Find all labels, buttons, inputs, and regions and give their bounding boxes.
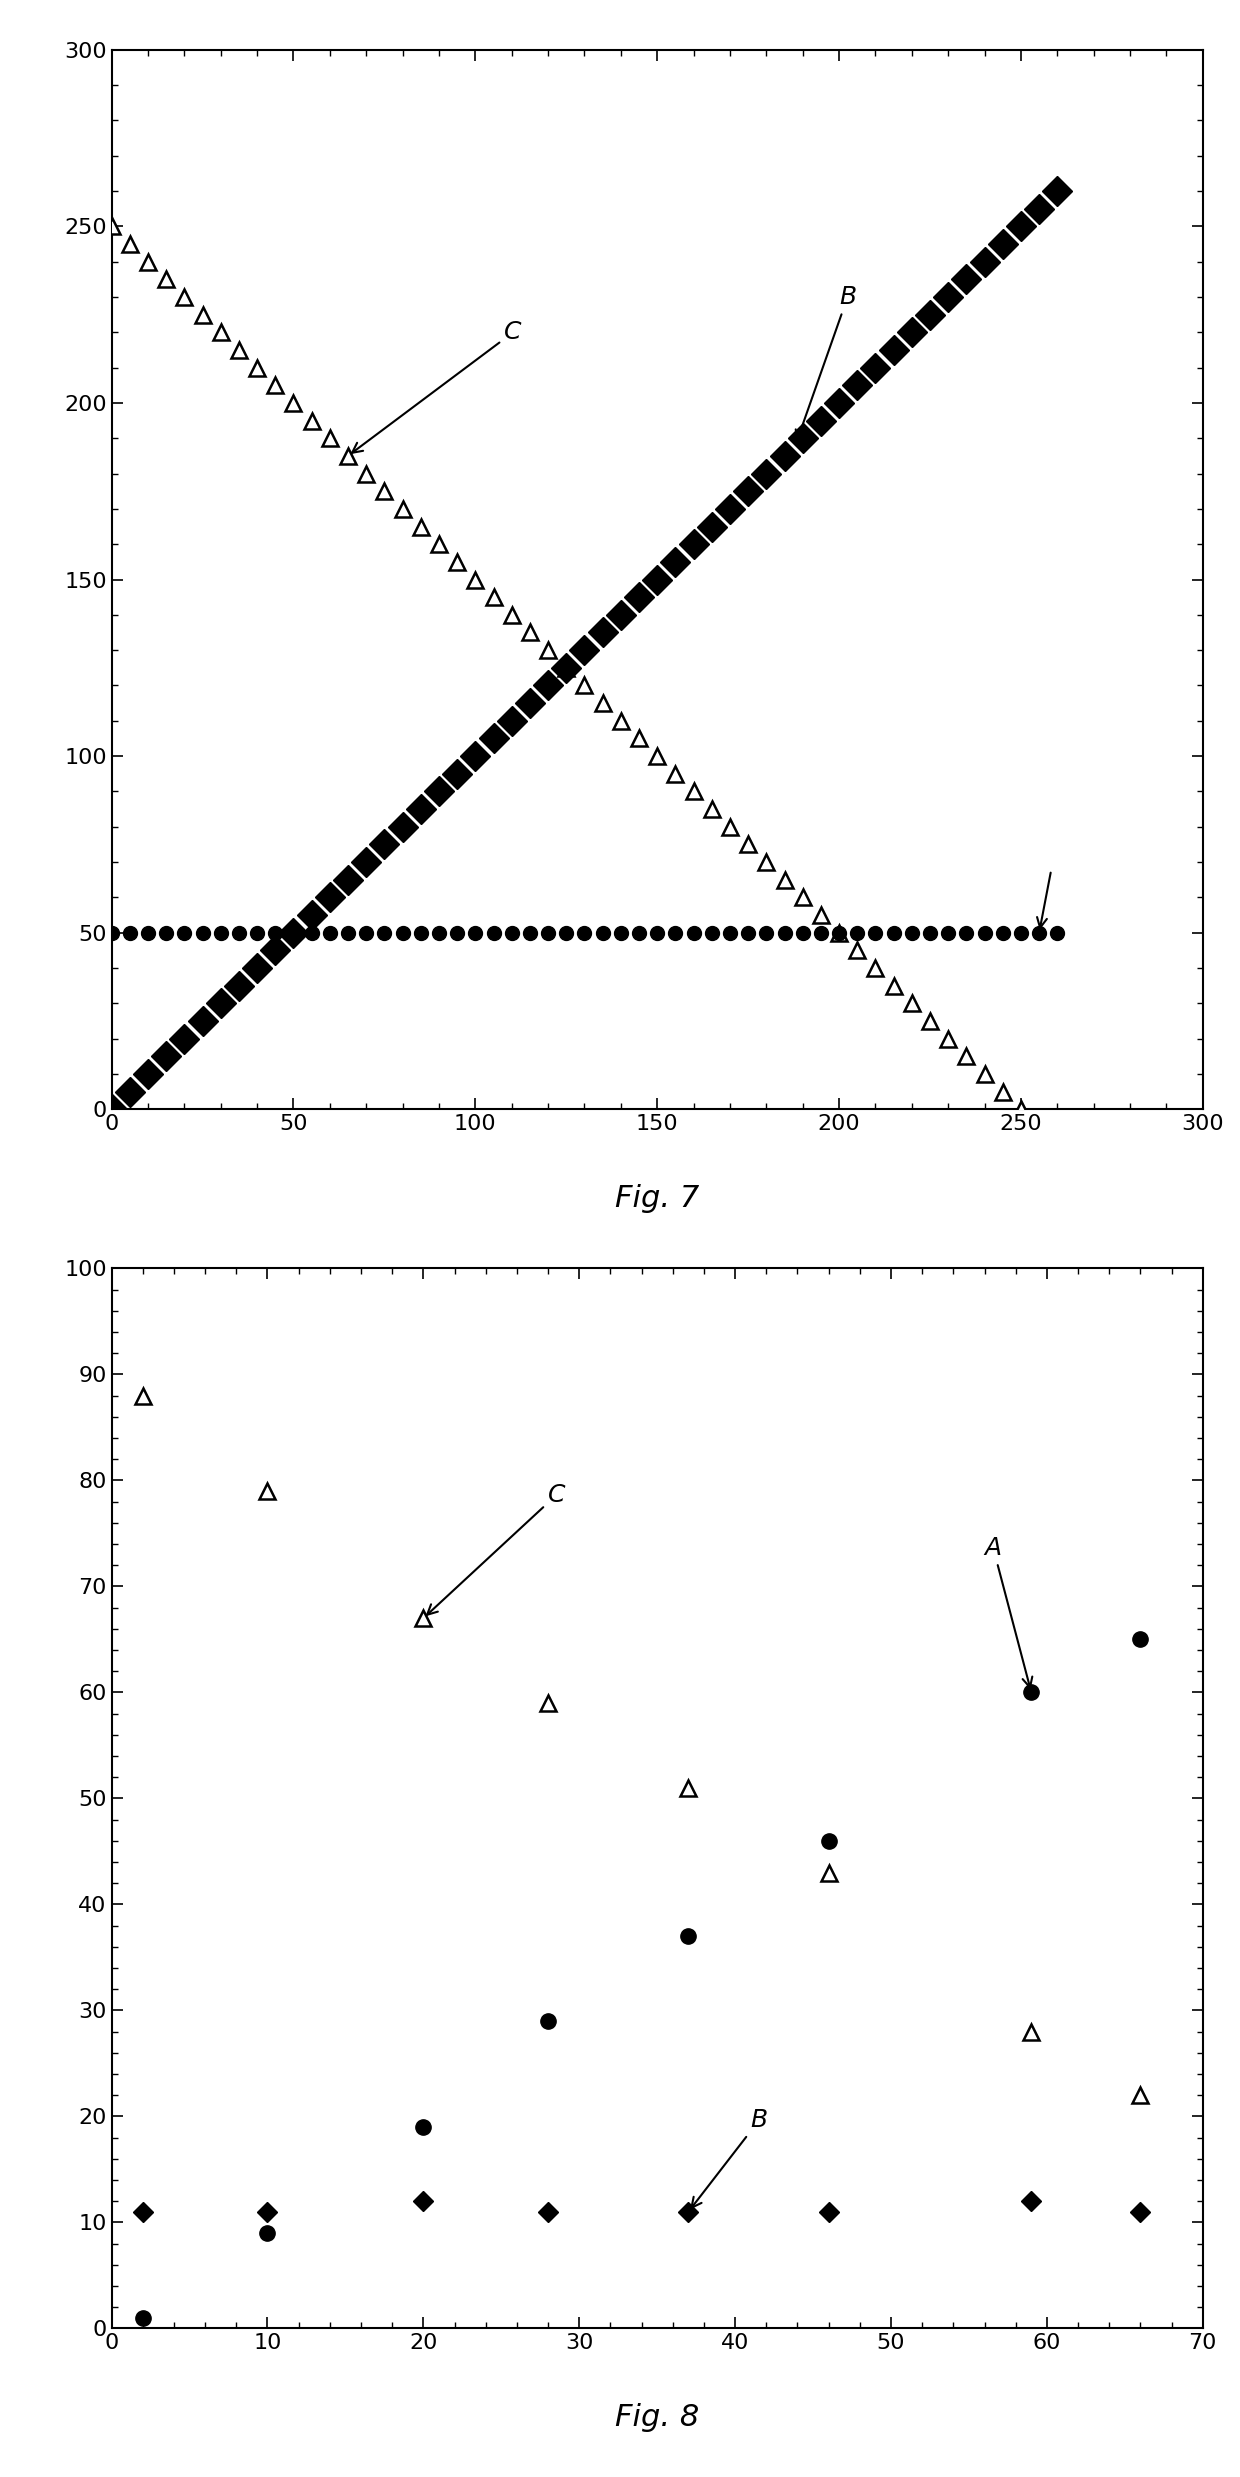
Text: B: B — [796, 285, 856, 441]
Text: C: C — [352, 320, 522, 453]
Text: A: A — [985, 1536, 1033, 1687]
Text: Fig. 8: Fig. 8 — [615, 2403, 699, 2432]
Text: Fig. 7: Fig. 7 — [615, 1184, 699, 1214]
Text: B: B — [692, 2108, 768, 2207]
Text: C: C — [427, 1484, 565, 1615]
